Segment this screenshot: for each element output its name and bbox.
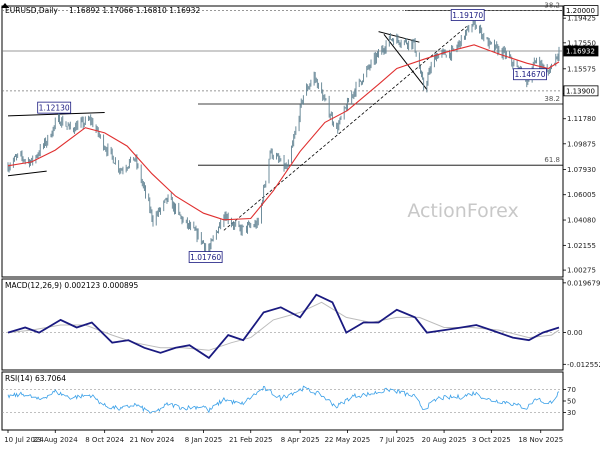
dashed-trendline xyxy=(223,26,467,231)
price-label-box xyxy=(37,101,72,114)
x-tick-label: 21 Nov 2024 xyxy=(130,436,175,444)
level-tag-box xyxy=(563,85,599,97)
price-label-box xyxy=(188,251,223,263)
watermark: ActionForex xyxy=(407,200,518,222)
x-tick-label: 20 Aug 2025 xyxy=(422,436,467,444)
x-tick-label: 10 Jul 2024 xyxy=(4,436,44,444)
x-tick-label: 7 Jul 2025 xyxy=(379,436,414,444)
macd-header: MACD(12,26,9) 0.002123 0.000895 xyxy=(5,281,139,290)
x-tick-label: 3 Oct 2025 xyxy=(472,436,511,444)
y-tick-label: 1.09875 xyxy=(567,140,596,148)
x-tick-label: 8 Apr 2025 xyxy=(281,436,320,444)
level-tag-box xyxy=(563,5,599,17)
macd-y-tick-label: -0.012552 xyxy=(567,361,600,369)
price-label: 1.01760 xyxy=(190,253,221,262)
rsi-line xyxy=(7,385,560,414)
macd-y-tick-label: 0.019679 xyxy=(567,279,600,287)
y-tick-label: 1.19425 xyxy=(567,15,596,23)
y-tick-label: 1.17550 xyxy=(567,39,596,47)
level-tag-box xyxy=(563,45,599,57)
chart-header-ohlc: 1.16892 1.17066 1.16810 1.16932 xyxy=(69,6,200,15)
y-tick-label: 1.11780 xyxy=(567,115,596,123)
trendline xyxy=(383,33,428,90)
level-tag: 1.16932 xyxy=(566,47,595,55)
rsi-panel-frame xyxy=(1,371,564,431)
y-tick-label: 1.15575 xyxy=(567,65,596,73)
trendline xyxy=(7,170,47,177)
x-tick-label: 18 Nov 2025 xyxy=(518,436,563,444)
macd-signal-line xyxy=(7,301,560,351)
fib-label: 38.2 xyxy=(544,2,560,10)
price-panel-frame xyxy=(1,5,564,278)
x-tick-label: 22 May 2025 xyxy=(325,436,371,444)
x-tick-label: 21 Feb 2025 xyxy=(229,436,273,444)
y-tick-label: 1.06005 xyxy=(567,191,596,199)
price-label-box xyxy=(450,9,485,21)
rsi-y-tick-label: 50 xyxy=(567,398,576,406)
level-tag: 1.20000 xyxy=(566,7,595,15)
level-tag: 1.13900 xyxy=(566,87,595,95)
x-tick-label: 8 Oct 2024 xyxy=(85,436,124,444)
price-label-box xyxy=(513,68,547,81)
y-tick-label: 1.02155 xyxy=(567,242,596,250)
y-tick-label: 1.04080 xyxy=(567,217,596,225)
rsi-header: RSI(14) 63.7064 xyxy=(5,374,66,383)
trendline xyxy=(7,112,105,117)
rsi-y-tick-label: 30 xyxy=(567,409,576,417)
rsi-y-tick-label: 70 xyxy=(567,386,576,394)
macd-line xyxy=(7,293,560,360)
fib-label: 61.8 xyxy=(544,156,560,164)
x-tick-label: 23 Aug 2024 xyxy=(33,436,78,444)
macd-y-tick-label: 0.00 xyxy=(567,329,583,337)
price-label: 1.12130 xyxy=(39,104,70,113)
ema-line xyxy=(7,44,560,221)
y-tick-label: 1.07930 xyxy=(567,166,596,174)
price-label: 1.19170 xyxy=(452,11,483,20)
fib-label: 38.2 xyxy=(544,95,560,103)
price-label: 1.14670 xyxy=(514,70,545,79)
chart-header-symbol: EURUSD,Daily xyxy=(5,6,58,15)
macd-panel-frame xyxy=(1,278,564,371)
y-tick-label: 1.00275 xyxy=(567,267,596,275)
x-tick-label: 8 Jan 2025 xyxy=(185,436,223,444)
collapse-icon xyxy=(1,3,9,8)
